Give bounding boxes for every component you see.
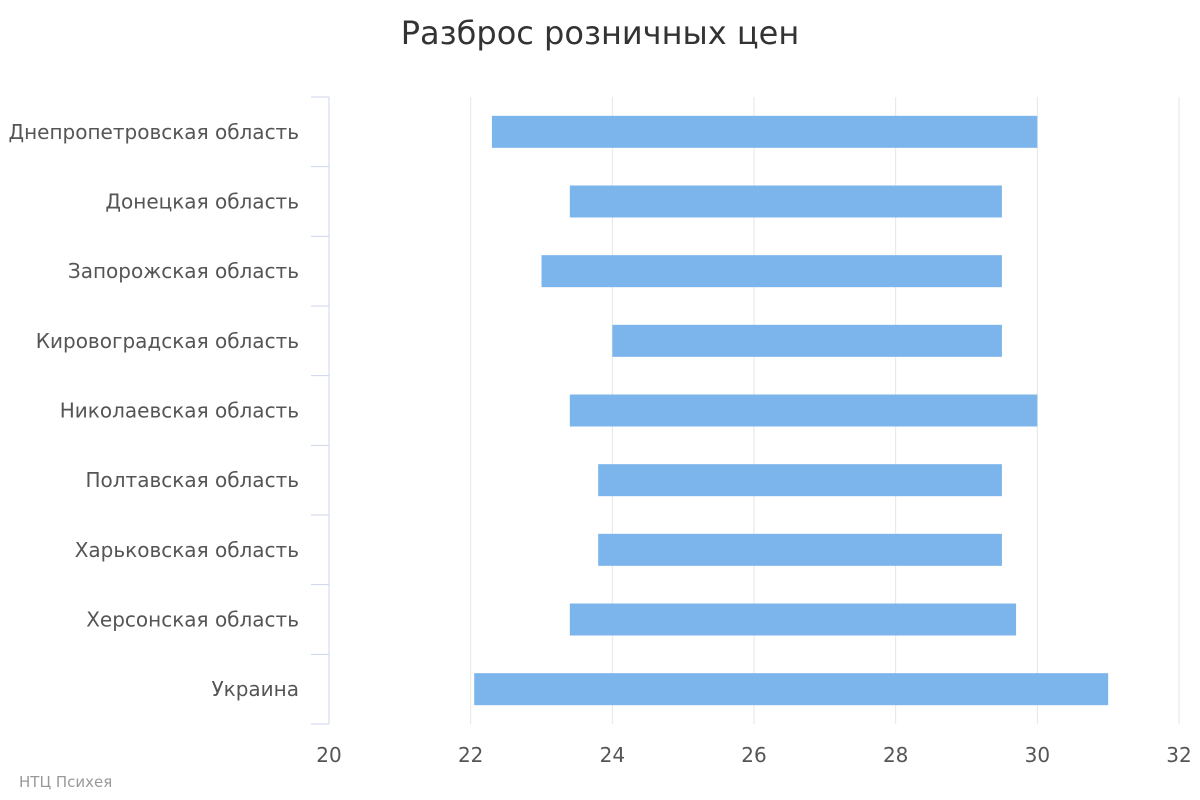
category-label: Харьковская область [75,538,299,562]
credits-label[interactable]: НТЦ Психея [19,773,113,791]
category-label: Запорожская область [68,259,299,283]
x-tick-label: 28 [883,743,908,767]
category-label: Николаевская область [60,399,299,423]
bar [598,533,1002,566]
bar [491,115,1038,148]
x-tick-label: 22 [458,743,483,767]
category-label: Донецкая область [105,190,299,214]
category-label: Украина [211,677,299,701]
bar [569,603,1017,636]
bar [612,324,1002,357]
chart-title: Разброс розничных цен [400,14,800,52]
x-tick-label: 20 [316,743,341,767]
category-label: Херсонская область [86,608,299,632]
bar [541,255,1002,288]
bar [598,464,1002,497]
x-tick-label: 30 [1025,743,1050,767]
x-tick-label: 26 [741,743,766,767]
x-tick-label: 24 [600,743,625,767]
x-tick-label: 32 [1166,743,1191,767]
category-label: Кировоградская область [36,329,299,353]
category-label: Днепропетровская область [8,120,299,144]
bar [569,185,1002,218]
category-label: Полтавская область [85,468,299,492]
bar [569,394,1038,427]
bar [474,673,1109,706]
